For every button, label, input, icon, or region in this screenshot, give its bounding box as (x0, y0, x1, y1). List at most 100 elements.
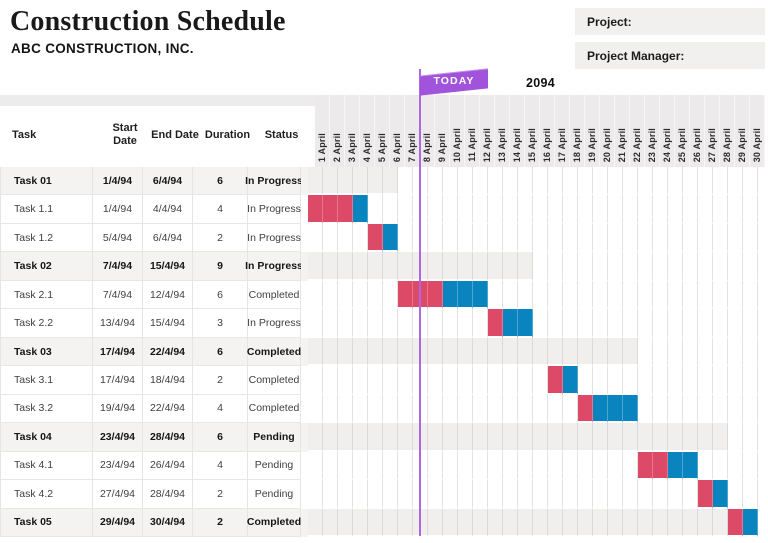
gantt-cell[interactable] (428, 223, 443, 253)
gantt-cell[interactable] (503, 480, 518, 509)
gantt-cell[interactable] (578, 252, 593, 281)
gantt-bar-cell[interactable] (563, 366, 578, 395)
gantt-cell[interactable] (563, 167, 578, 196)
gantt-cell[interactable] (398, 223, 413, 253)
gantt-cell[interactable] (608, 309, 623, 338)
gantt-cell[interactable] (728, 195, 743, 224)
cell-status[interactable]: Completed (248, 394, 301, 424)
gantt-cell[interactable] (728, 423, 743, 452)
gantt-cell[interactable] (623, 480, 638, 509)
gantt-cell[interactable] (593, 337, 608, 367)
gantt-cell[interactable] (323, 508, 338, 538)
gantt-cell[interactable] (488, 195, 503, 224)
gantt-cell[interactable] (728, 252, 743, 281)
gantt-cell[interactable] (668, 195, 683, 224)
gantt-bar-cell[interactable] (518, 309, 533, 338)
gantt-cell[interactable] (623, 337, 638, 367)
gantt-cell[interactable] (458, 508, 473, 538)
gantt-cell[interactable] (518, 280, 533, 310)
gantt-cell[interactable] (668, 309, 683, 338)
gantt-cell[interactable] (353, 337, 368, 367)
gantt-cell[interactable] (638, 252, 653, 281)
gantt-cell[interactable] (563, 394, 578, 424)
gantt-cell[interactable] (563, 508, 578, 538)
gantt-cell[interactable] (653, 309, 668, 338)
gantt-cell[interactable] (383, 366, 398, 395)
gantt-cell[interactable] (608, 223, 623, 253)
gantt-cell[interactable] (458, 394, 473, 424)
gantt-cell[interactable] (323, 480, 338, 509)
gantt-cell[interactable] (428, 423, 443, 452)
gantt-cell[interactable] (488, 337, 503, 367)
cell-end[interactable]: 6/4/94 (143, 223, 193, 253)
gantt-cell[interactable] (398, 394, 413, 424)
cell-end[interactable]: 26/4/94 (143, 451, 193, 481)
gantt-cell[interactable] (488, 423, 503, 452)
gantt-cell[interactable] (743, 195, 758, 224)
gantt-cell[interactable] (593, 451, 608, 481)
gantt-cell[interactable] (683, 423, 698, 452)
gantt-cell[interactable] (398, 252, 413, 281)
gantt-cell[interactable] (488, 394, 503, 424)
gantt-cell[interactable] (728, 394, 743, 424)
gantt-cell[interactable] (563, 451, 578, 481)
gantt-cell[interactable] (383, 394, 398, 424)
cell-duration[interactable]: 6 (193, 423, 248, 452)
gantt-bar-cell[interactable] (323, 195, 338, 224)
gantt-cell[interactable] (338, 167, 353, 196)
gantt-cell[interactable] (683, 252, 698, 281)
gantt-cell[interactable] (608, 167, 623, 196)
cell-status[interactable]: In Progress (245, 167, 303, 196)
gantt-cell[interactable] (653, 167, 668, 196)
gantt-cell[interactable] (713, 195, 728, 224)
gantt-cell[interactable] (743, 394, 758, 424)
cell-status[interactable]: Completed (248, 280, 301, 310)
gantt-bar-cell[interactable] (698, 480, 713, 509)
gantt-cell[interactable] (548, 309, 563, 338)
gantt-cell[interactable] (683, 366, 698, 395)
gantt-cell[interactable] (353, 394, 368, 424)
gantt-cell[interactable] (473, 252, 488, 281)
gantt-bar-cell[interactable] (608, 394, 623, 424)
gantt-cell[interactable] (608, 280, 623, 310)
gantt-cell[interactable] (668, 223, 683, 253)
gantt-cell[interactable] (638, 223, 653, 253)
gantt-cell[interactable] (548, 423, 563, 452)
gantt-cell[interactable] (383, 508, 398, 538)
gantt-cell[interactable] (683, 167, 698, 196)
gantt-cell[interactable] (383, 167, 398, 196)
gantt-cell[interactable] (578, 195, 593, 224)
gantt-cell[interactable] (338, 394, 353, 424)
gantt-cell[interactable] (473, 451, 488, 481)
cell-task[interactable]: Task 04 (0, 423, 93, 452)
gantt-cell[interactable] (638, 337, 653, 367)
gantt-cell[interactable] (743, 309, 758, 338)
gantt-cell[interactable] (368, 480, 383, 509)
gantt-cell[interactable] (713, 167, 728, 196)
gantt-cell[interactable] (563, 423, 578, 452)
gantt-cell[interactable] (353, 508, 368, 538)
gantt-cell[interactable] (623, 280, 638, 310)
cell-duration[interactable]: 4 (193, 195, 248, 224)
gantt-cell[interactable] (443, 508, 458, 538)
gantt-cell[interactable] (473, 366, 488, 395)
gantt-cell[interactable] (488, 252, 503, 281)
gantt-cell[interactable] (383, 451, 398, 481)
gantt-cell[interactable] (428, 195, 443, 224)
cell-task[interactable]: Task 4.2 (0, 480, 93, 509)
cell-duration[interactable]: 6 (193, 167, 248, 196)
gantt-cell[interactable] (398, 451, 413, 481)
gantt-cell[interactable] (698, 423, 713, 452)
gantt-cell[interactable] (578, 451, 593, 481)
gantt-cell[interactable] (608, 337, 623, 367)
gantt-cell[interactable] (593, 195, 608, 224)
cell-task[interactable]: Task 05 (0, 508, 93, 538)
gantt-cell[interactable] (533, 366, 548, 395)
gantt-cell[interactable] (368, 508, 383, 538)
cell-duration[interactable]: 9 (193, 252, 248, 281)
gantt-cell[interactable] (518, 337, 533, 367)
gantt-cell[interactable] (443, 423, 458, 452)
gantt-cell[interactable] (548, 167, 563, 196)
gantt-cell[interactable] (668, 366, 683, 395)
cell-end[interactable]: 15/4/94 (143, 252, 193, 281)
